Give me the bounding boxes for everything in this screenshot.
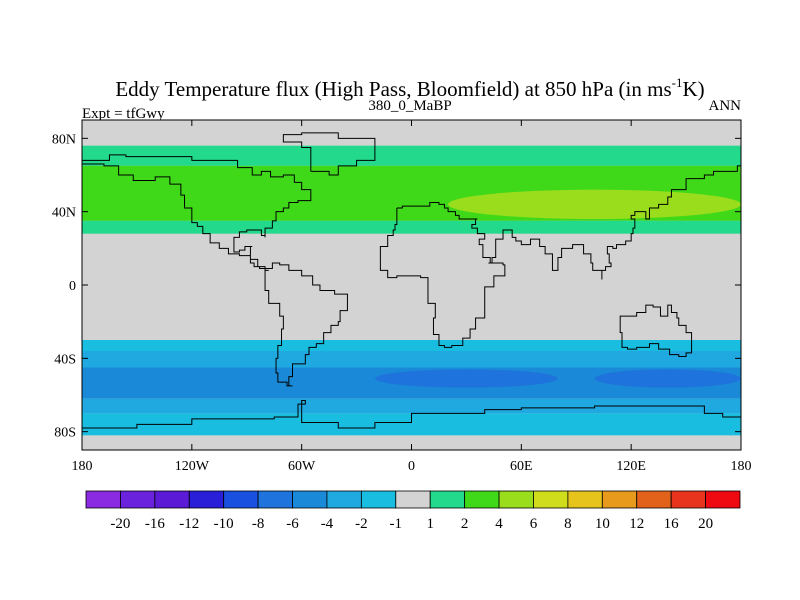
x-tick-label-5: 120E — [616, 459, 646, 474]
colorbar-label-13: 8 — [564, 516, 572, 532]
colorbar-swatch-11 — [464, 490, 500, 509]
colorbar-label-16: 16 — [664, 516, 680, 532]
colorbar-label-15: 12 — [629, 516, 644, 532]
zonal-band-3 — [82, 340, 741, 351]
colorbar-swatch-14 — [567, 490, 603, 509]
y-tick-label-2: 0 — [69, 279, 76, 294]
colorbar-label-1: -16 — [145, 516, 165, 532]
zonal-band-0 — [82, 145, 741, 166]
colorbar-swatch-17 — [670, 490, 706, 509]
colorbar-label-14: 10 — [595, 516, 610, 532]
colorbar-label-10: 2 — [461, 516, 469, 532]
x-tick-label-3: 0 — [408, 459, 415, 474]
colorbar-label-8: -1 — [390, 516, 403, 532]
colorbar-label-7: -2 — [355, 516, 368, 532]
colorbar-label-0: -20 — [110, 516, 130, 532]
colorbar-swatch-0 — [85, 490, 121, 509]
period-label: 380_0_MaBP — [368, 98, 451, 114]
colorbar-label-5: -6 — [286, 516, 299, 532]
y-tick-label-0: 80N — [52, 132, 76, 147]
field-patch-0 — [448, 189, 741, 219]
colorbar-swatch-6 — [292, 490, 328, 509]
colorbar-swatch-9 — [395, 490, 431, 509]
colorbar-swatch-3 — [188, 490, 225, 509]
colorbar-label-9: 1 — [426, 516, 434, 532]
colorbar-label-3: -10 — [214, 516, 234, 532]
x-tick-label-1: 120W — [175, 459, 210, 474]
colorbar-swatch-7 — [326, 490, 362, 509]
colorbar-swatch-12 — [498, 490, 534, 509]
coastline-1 — [488, 160, 741, 280]
colorbar-swatch-8 — [360, 490, 397, 509]
coastlines — [82, 132, 741, 429]
colorbar-swatch-5 — [257, 490, 293, 509]
colorbar-swatch-4 — [223, 490, 259, 509]
chart-title: Eddy Temperature flux (High Pass, Bloomf… — [115, 75, 704, 101]
colorbar-label-6: -4 — [321, 516, 334, 532]
colorbar-swatch-16 — [636, 490, 672, 509]
colorbar-swatch-15 — [601, 490, 638, 509]
colorbar-label-12: 6 — [530, 516, 538, 532]
axis-ticks: 180 120W 60W 0 60E 120E 180 80N 40N 0 40S 80S — [52, 120, 752, 474]
coastline-0 — [379, 202, 506, 348]
zonal-band-4 — [82, 351, 741, 368]
y-tick-label-3: 40S — [54, 352, 76, 367]
y-tick-label-4: 80S — [54, 426, 76, 441]
colorbar-label-2: -12 — [179, 516, 199, 532]
season-label: ANN — [709, 98, 742, 114]
zonal-band-2 — [82, 220, 741, 234]
x-tick-label-0: 180 — [72, 459, 93, 474]
colorbar-label-4: -8 — [252, 516, 265, 532]
colorbar-swatch-18 — [705, 490, 741, 509]
field-shading — [82, 120, 741, 450]
zonal-band-6 — [82, 398, 741, 414]
y-tick-label-1: 40N — [52, 206, 76, 221]
x-tick-label-6: 180 — [731, 459, 752, 474]
colorbar-swatch-1 — [120, 490, 156, 509]
field-patch-1 — [374, 369, 558, 388]
x-tick-label-4: 60E — [510, 459, 533, 474]
coastline-2 — [82, 154, 348, 387]
colorbar: -20 -16 -12 -10 -8 -6 -4 -2 -1 1 2 4 6 8 10 12 16 20 — [85, 490, 741, 532]
coastline-5 — [282, 132, 376, 176]
field-patch-2 — [594, 369, 741, 388]
colorbar-label-17: 20 — [698, 516, 713, 532]
colorbar-swatch-2 — [154, 490, 190, 509]
colorbar-label-11: 4 — [495, 516, 503, 532]
coastline-4 — [82, 400, 741, 429]
coastline-3 — [619, 304, 693, 357]
experiment-label: Expt = tfGwy — [82, 106, 165, 122]
colorbar-swatch-13 — [533, 490, 569, 509]
colorbar-swatch-10 — [429, 490, 466, 509]
x-tick-label-2: 60W — [288, 459, 316, 474]
